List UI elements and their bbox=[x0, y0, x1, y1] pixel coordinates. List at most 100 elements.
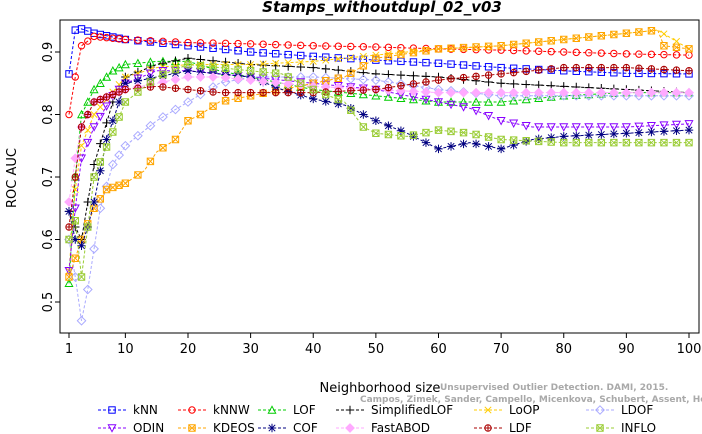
data-point-kdeos bbox=[534, 38, 543, 46]
data-point-ldf bbox=[184, 85, 192, 94]
data-point-ldf bbox=[209, 88, 217, 96]
data-point-lof bbox=[496, 97, 506, 106]
data-point-inflo bbox=[585, 138, 593, 147]
data-point-fastabod bbox=[183, 72, 193, 82]
data-point-kdeos bbox=[422, 47, 430, 55]
data-point-knnw bbox=[146, 37, 155, 45]
data-point-ldf bbox=[497, 70, 505, 78]
data-point-inflo bbox=[221, 64, 230, 72]
data-point-inflo bbox=[171, 65, 180, 74]
data-point-ldf bbox=[372, 85, 380, 94]
y-tick-label: 0.8 bbox=[41, 104, 56, 125]
data-point-knn bbox=[447, 60, 455, 68]
data-point-knnw bbox=[184, 38, 192, 47]
data-point-cof bbox=[102, 135, 111, 144]
data-point-inflo bbox=[90, 173, 98, 181]
data-point-ldf bbox=[84, 110, 92, 119]
data-point-ldf bbox=[221, 89, 230, 97]
y-axis: 0.5 0.6 0.7 0.8 0.9 bbox=[41, 42, 60, 312]
data-point-odin bbox=[621, 123, 631, 132]
data-point-knn bbox=[171, 40, 180, 49]
data-point-inflo bbox=[65, 235, 73, 244]
data-point-odin bbox=[596, 123, 606, 132]
data-point-inflo bbox=[409, 131, 418, 139]
legend-label-ldof: LDOF bbox=[621, 403, 653, 417]
data-point-kdeos bbox=[660, 42, 668, 50]
data-point-ldf bbox=[647, 65, 656, 73]
data-point-lof bbox=[133, 58, 143, 67]
data-point-ldf bbox=[597, 64, 606, 72]
data-point-lof bbox=[396, 93, 406, 102]
legend-item-simplifiedlof: SimplifiedLOF bbox=[336, 403, 453, 417]
data-point-ldf bbox=[259, 89, 267, 97]
series-line-cof bbox=[68, 70, 690, 247]
data-point-lof bbox=[358, 89, 368, 99]
data-point-cof bbox=[421, 138, 431, 147]
chart-title: Stamps_withoutdupl_02_v03 bbox=[262, 0, 502, 16]
data-point-kdeos bbox=[359, 62, 368, 70]
data-point-cof bbox=[371, 116, 381, 125]
data-point-cof bbox=[559, 132, 568, 141]
data-point-lof bbox=[521, 94, 531, 104]
y-axis-label: ROC AUC bbox=[5, 148, 20, 208]
data-point-ldf bbox=[284, 89, 292, 97]
data-point-inflo bbox=[397, 132, 405, 140]
series-line-knn bbox=[68, 28, 690, 75]
data-point-lof bbox=[484, 97, 494, 106]
data-point-kdeos bbox=[234, 94, 242, 102]
data-point-knn bbox=[246, 48, 255, 56]
data-point-kdeos bbox=[560, 35, 568, 44]
data-point-loop bbox=[397, 49, 405, 57]
data-point-ldof bbox=[358, 74, 369, 85]
data-point-ldf bbox=[660, 65, 668, 74]
data-point-knnw bbox=[622, 50, 631, 58]
data-point-loop bbox=[90, 110, 98, 119]
x-tick-label: 80 bbox=[555, 342, 572, 357]
y-tick-label: 0.9 bbox=[41, 42, 56, 63]
data-point-kdeos bbox=[347, 69, 355, 77]
data-point-odin bbox=[446, 100, 456, 110]
legend-marker-inflo bbox=[596, 424, 604, 432]
legend-item-lof: LOF bbox=[258, 403, 316, 417]
data-point-cof bbox=[496, 144, 506, 154]
data-point-ldof bbox=[107, 159, 118, 170]
data-point-kdeos bbox=[522, 39, 530, 47]
data-point-inflo bbox=[284, 73, 292, 81]
data-point-fastabod bbox=[671, 87, 682, 98]
data-point-kdeos bbox=[90, 204, 98, 212]
data-point-ldf bbox=[134, 84, 142, 92]
data-point-odin bbox=[546, 123, 556, 132]
data-point-knn bbox=[284, 50, 292, 59]
data-point-odin bbox=[521, 122, 531, 131]
data-point-fastabod bbox=[608, 87, 619, 98]
data-point-odin bbox=[609, 123, 619, 132]
data-point-knnw bbox=[246, 40, 255, 48]
data-point-cof bbox=[597, 130, 606, 139]
data-point-ldf bbox=[196, 87, 205, 95]
data-point-inflo bbox=[534, 137, 543, 146]
data-point-inflo bbox=[509, 136, 518, 144]
data-point-inflo bbox=[146, 78, 155, 86]
data-point-kdeos bbox=[547, 37, 555, 45]
legend-label-lof: LOF bbox=[293, 403, 316, 417]
data-point-fastabod bbox=[659, 87, 669, 98]
data-point-fastabod bbox=[408, 86, 419, 97]
data-point-cof bbox=[334, 99, 343, 109]
data-point-fastabod bbox=[546, 87, 557, 98]
data-point-lof bbox=[89, 84, 99, 94]
data-point-cof bbox=[114, 97, 124, 107]
legend-item-knnw: kNNW bbox=[178, 403, 250, 417]
data-point-kdeos bbox=[447, 44, 455, 52]
data-point-cof bbox=[146, 74, 155, 83]
data-point-ldf bbox=[77, 123, 86, 131]
x-tick-label: 60 bbox=[430, 342, 447, 357]
data-point-knnw bbox=[359, 43, 368, 51]
legend-item-ldf: LDF bbox=[474, 421, 532, 434]
plot-frame bbox=[59, 19, 700, 334]
data-point-ldof bbox=[308, 72, 319, 82]
data-point-ldf bbox=[109, 90, 117, 99]
x-tick-label: 50 bbox=[368, 342, 385, 357]
data-point-cof bbox=[459, 139, 468, 149]
data-point-knn bbox=[434, 59, 443, 67]
